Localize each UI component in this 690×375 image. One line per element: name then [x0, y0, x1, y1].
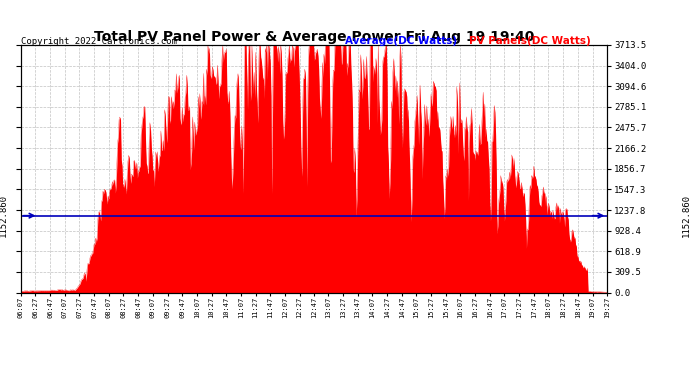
Text: Average(DC Watts): Average(DC Watts)	[345, 36, 457, 46]
Text: 1152.860: 1152.860	[682, 194, 690, 237]
Title: Total PV Panel Power & Average Power Fri Aug 19 19:40: Total PV Panel Power & Average Power Fri…	[94, 30, 534, 44]
Text: PV Panels(DC Watts): PV Panels(DC Watts)	[469, 36, 591, 46]
Text: 1152.860: 1152.860	[0, 194, 8, 237]
Text: Copyright 2022 Cartronics.com: Copyright 2022 Cartronics.com	[21, 38, 177, 46]
